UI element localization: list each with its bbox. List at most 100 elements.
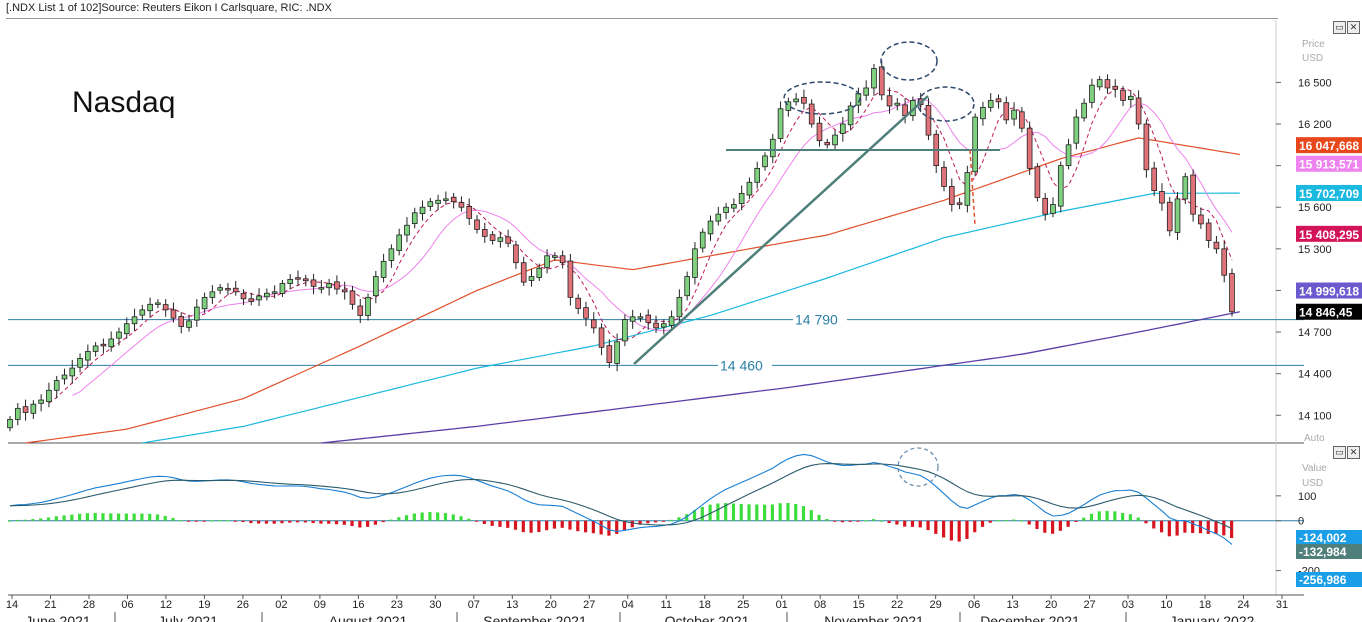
macd-histogram-bar [443, 513, 448, 521]
support-label: 14 460 [720, 357, 763, 373]
candle-body [147, 303, 153, 312]
candle-body [69, 367, 76, 377]
candle-body [373, 276, 379, 297]
macd-value-tag [1296, 530, 1362, 545]
candle-body [139, 309, 146, 316]
candle-body [279, 283, 286, 294]
candle-body [217, 287, 223, 291]
candle-body [14, 407, 21, 420]
uptrend-line [633, 95, 929, 365]
x-tick-label: 21 [44, 599, 56, 611]
candle-body [53, 380, 60, 391]
value-tag [1296, 303, 1362, 320]
candle-body [30, 403, 37, 414]
candle-body [466, 205, 473, 219]
candle-body [1159, 191, 1165, 204]
candle-body [590, 319, 597, 329]
close-icon-lower[interactable]: ✕ [1347, 446, 1360, 459]
macd-tick-label: 100 [1298, 491, 1316, 503]
macd-histogram-bar [778, 503, 782, 521]
x-tick-label: 19 [198, 599, 210, 611]
macd-histogram-bar [622, 520, 627, 531]
x-tick-label: 16 [352, 599, 364, 611]
x-tick-label: 06 [968, 599, 980, 611]
x-tick-label: 23 [391, 599, 403, 611]
macd-histogram-bar [85, 513, 90, 521]
value-tag-label: 15 702,709 [1299, 187, 1359, 201]
x-tick-label: 10 [1160, 599, 1172, 611]
candle-body [1089, 84, 1095, 103]
candle-body [1081, 102, 1087, 119]
candle-body [505, 236, 511, 244]
macd-histogram-bar [163, 515, 167, 521]
macd-histogram-bar [1019, 520, 1024, 522]
macd-histogram-bar [762, 504, 767, 521]
macd-histogram-bar [583, 520, 588, 533]
macd-histogram-bar [895, 520, 899, 525]
x-tick-label: 27 [1083, 599, 1095, 611]
candle-body [396, 234, 402, 251]
macd-histogram-bar [327, 520, 331, 524]
macd-histogram-bar [148, 513, 152, 521]
candle-body [777, 108, 784, 139]
x-tick-label: 14 [6, 599, 18, 611]
candle-body [209, 291, 216, 298]
candle-body [746, 181, 753, 196]
macd-histogram-bar [475, 520, 479, 522]
macd-histogram-bar [856, 520, 860, 522]
price-axis-title: Price [1302, 39, 1325, 50]
month-label: January 2022 [1170, 613, 1255, 622]
macd-histogram-bar [249, 520, 253, 524]
macd-histogram-bar [1113, 511, 1117, 521]
candle-body [1065, 144, 1072, 167]
candle-body [116, 331, 122, 339]
candle-body [186, 320, 192, 328]
candle-body [1128, 95, 1134, 101]
value-tag [1296, 282, 1362, 299]
macd-histogram-bar [560, 520, 564, 528]
macd-histogram-bar [1167, 520, 1171, 537]
macd-histogram-bar [529, 520, 533, 533]
macd-histogram-bar [1159, 520, 1164, 533]
x-tick-label: 22 [891, 599, 903, 611]
macd-histogram-bar [879, 520, 883, 522]
macd-histogram-bar [1136, 517, 1140, 521]
candle-body [520, 262, 527, 283]
candle-body [1182, 176, 1189, 200]
candle-body [886, 95, 893, 107]
candle-body [193, 306, 200, 321]
ma-10-line [48, 87, 1233, 404]
x-tick-label: 31 [1276, 599, 1288, 611]
macd-histogram-bar [794, 504, 798, 521]
macd-histogram-bar [428, 512, 432, 521]
candle-body [995, 98, 1002, 103]
x-tick-label: 20 [1045, 599, 1057, 611]
value-tag [1296, 184, 1362, 201]
x-tick-label: 12 [160, 599, 172, 611]
candle-body [847, 105, 854, 126]
macd-histogram-bar [350, 520, 354, 527]
macd-histogram-bar [319, 520, 323, 524]
candle-body [1166, 201, 1173, 232]
macd-histogram-bar [187, 520, 191, 522]
close-icon[interactable]: ✕ [1347, 21, 1360, 34]
macd-histogram-bar [194, 520, 199, 522]
candle-body [1104, 79, 1111, 89]
restore-icon[interactable]: ▭ [1333, 21, 1346, 34]
macd-histogram-bar [202, 520, 206, 522]
candle-body [365, 296, 371, 316]
support-label-bg [718, 356, 772, 374]
candle-body [660, 323, 667, 328]
candle-body [7, 419, 13, 429]
candle-body [1198, 214, 1204, 225]
macd-histogram-bar [342, 520, 346, 525]
macd-histogram-bar [949, 520, 953, 541]
candle-body [341, 289, 348, 293]
macd-histogram-bar [934, 520, 938, 534]
price-tick-label: 14 400 [1298, 369, 1332, 381]
candle-body [941, 166, 947, 187]
restore-icon-lower[interactable]: ▭ [1333, 446, 1346, 459]
candle-body [1057, 165, 1064, 207]
macd-circle [897, 447, 939, 487]
candle-body [85, 351, 91, 361]
